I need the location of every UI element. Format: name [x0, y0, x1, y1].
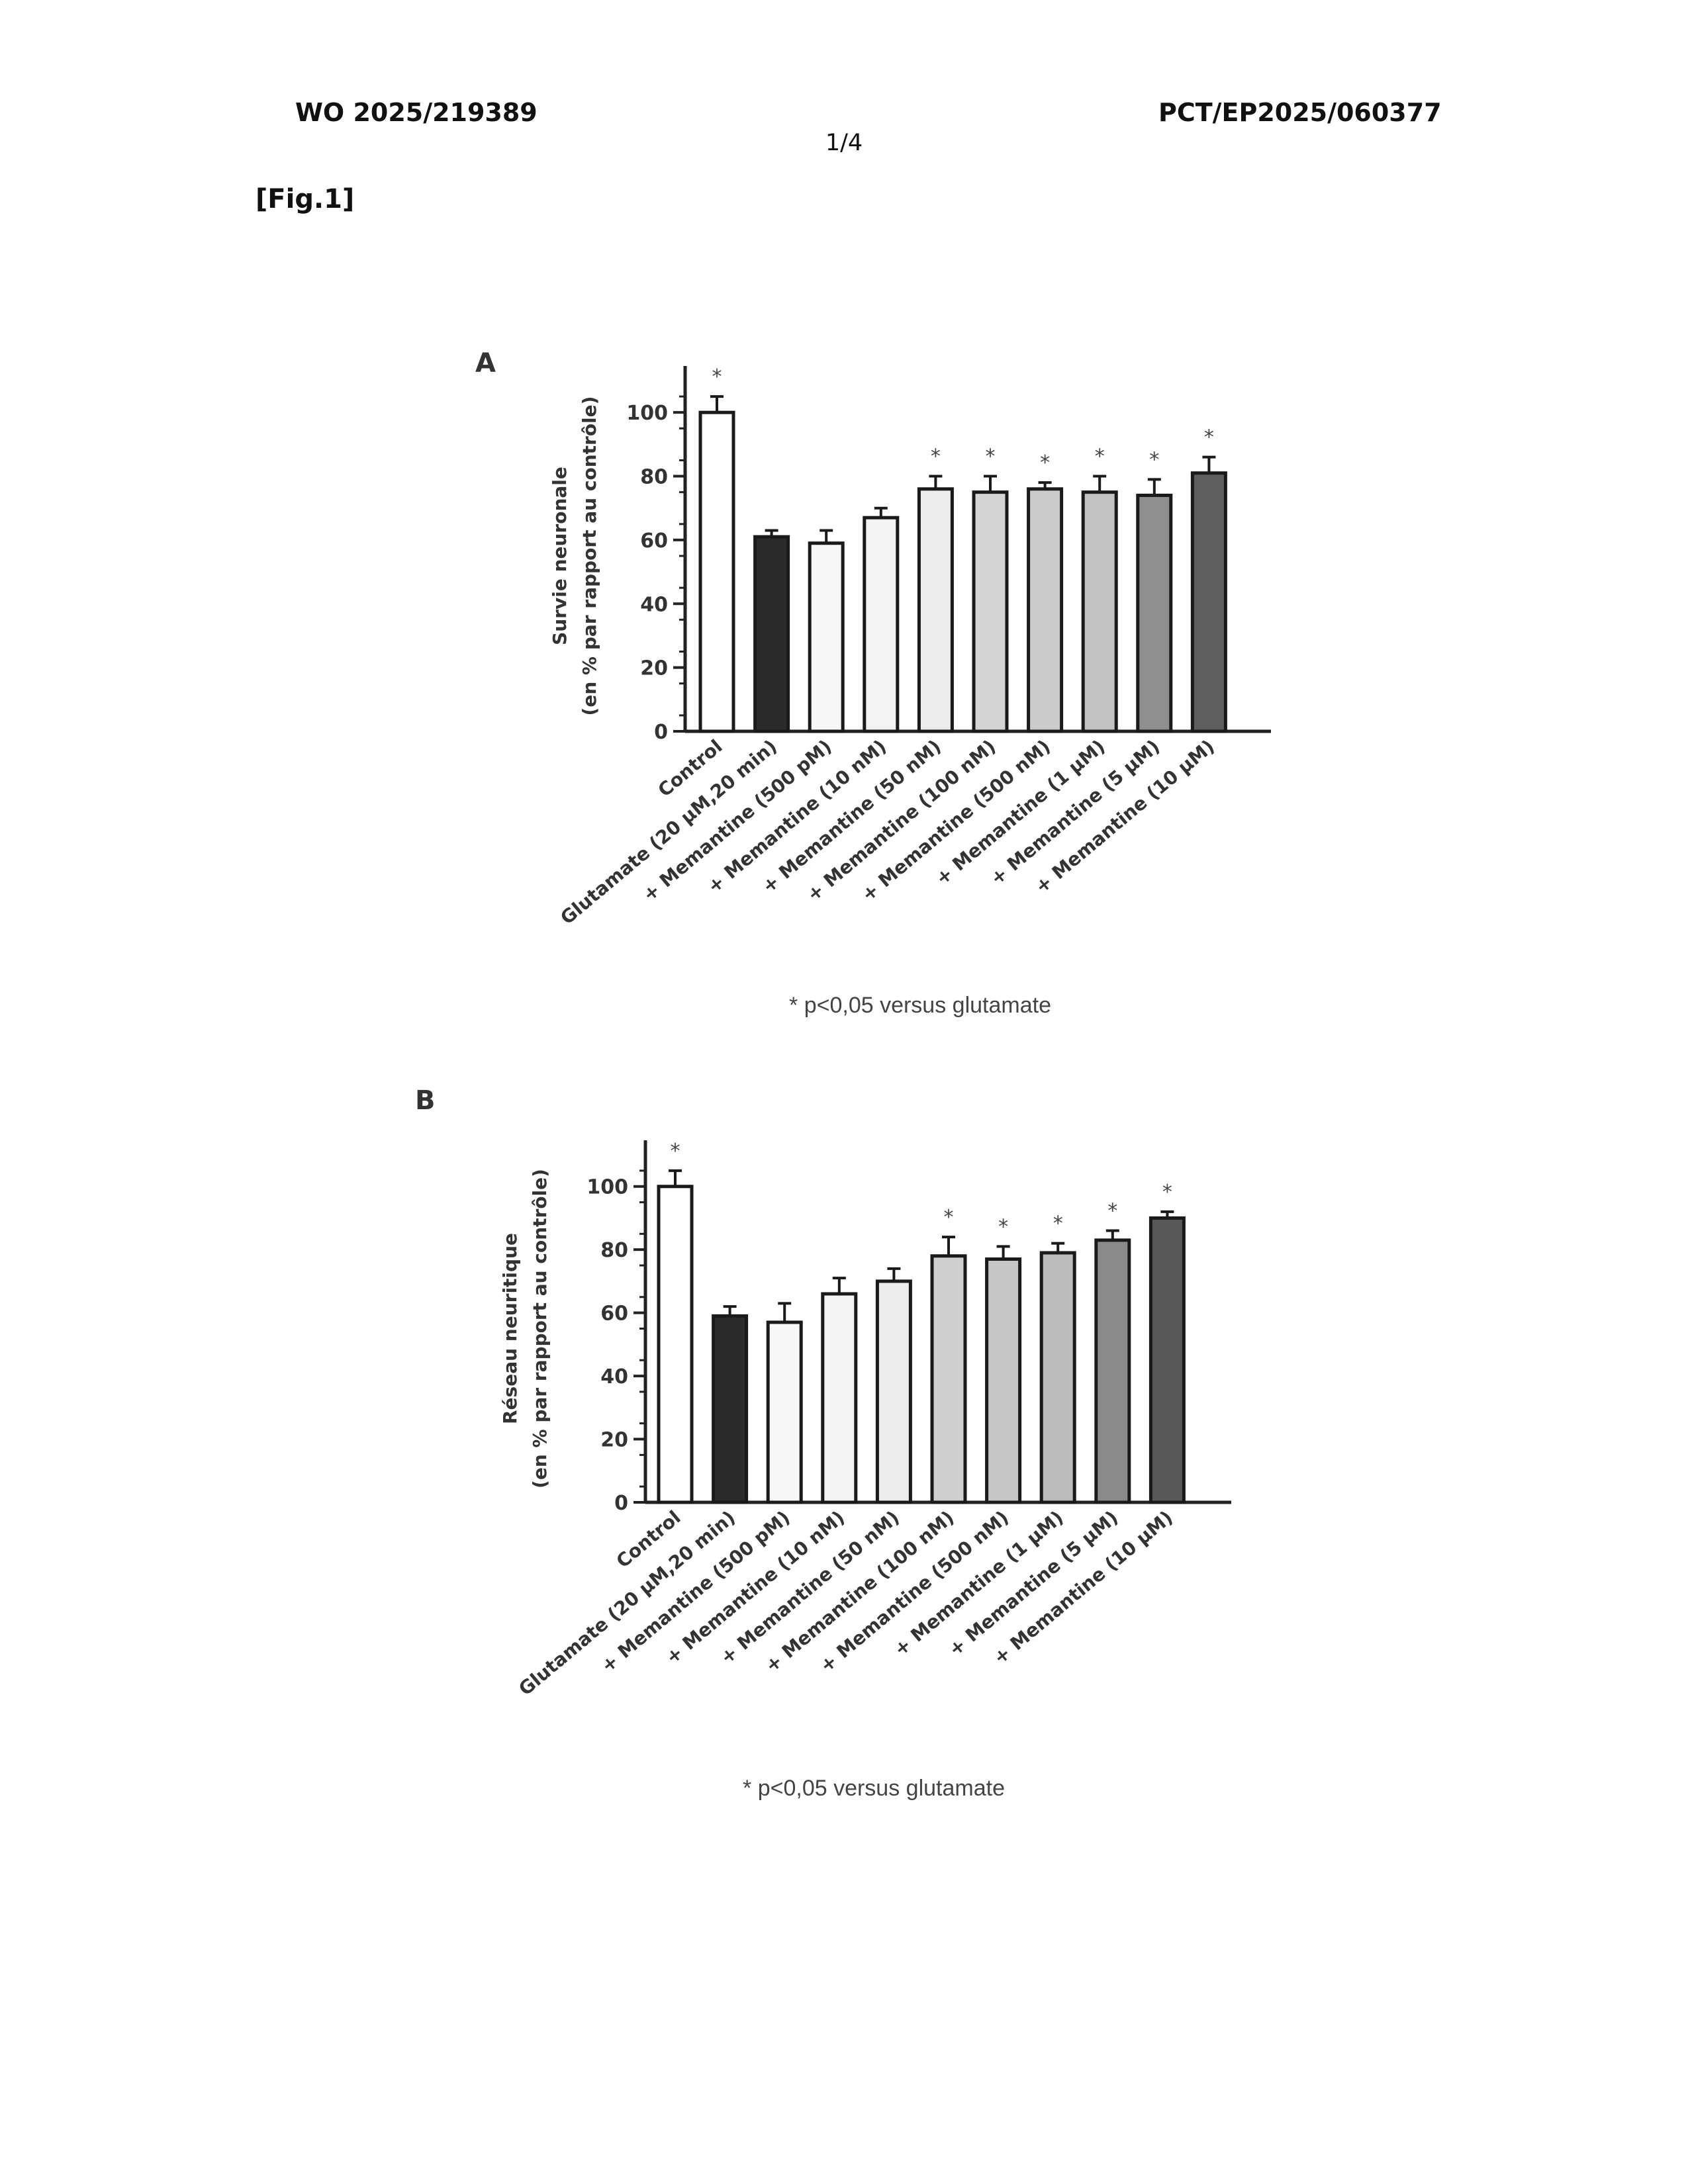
- bar: [985, 1257, 1022, 1504]
- chart-panel-b: B Réseau neuritique (en % par rapport au c…: [415, 1085, 1231, 1801]
- application-number: PCT/EP2025/060377: [1158, 98, 1442, 127]
- y-tick-label: 20: [640, 657, 668, 680]
- significance-star: *: [1040, 451, 1050, 475]
- y-tick-label: 40: [600, 1365, 628, 1388]
- significance-star: *: [1053, 1212, 1063, 1236]
- bar: [698, 410, 735, 733]
- chart-panel-a: A Survie neuronale (en % par rapport au co…: [475, 348, 1271, 1018]
- bar: [1081, 490, 1118, 733]
- panel-letter: B: [415, 1085, 436, 1116]
- significance-star: *: [1107, 1200, 1117, 1223]
- bar: [712, 1314, 749, 1504]
- figure-label: [Fig.1]: [256, 184, 355, 214]
- panel-letter: A: [475, 348, 496, 379]
- y-tick-label: 60: [640, 529, 668, 553]
- bar: [1027, 487, 1064, 733]
- significance-star: *: [1162, 1181, 1172, 1204]
- significance-star: *: [931, 445, 941, 469]
- significance-star: *: [671, 1140, 680, 1163]
- y-tick-label: 60: [600, 1302, 628, 1326]
- bar: [930, 1254, 967, 1504]
- y-tick-label: 80: [640, 466, 668, 489]
- y-tick-label: 0: [654, 721, 668, 744]
- significance-star: *: [944, 1206, 954, 1229]
- y-tick-label: 100: [586, 1176, 628, 1199]
- bar: [1094, 1238, 1131, 1504]
- significance-star: *: [1095, 445, 1105, 469]
- bar: [753, 535, 790, 733]
- patent-number: WO 2025/219389: [295, 98, 538, 127]
- y-tick-label: 100: [626, 402, 668, 425]
- significance-star: *: [1204, 426, 1214, 449]
- significance-star: *: [712, 365, 722, 388]
- bar: [1136, 493, 1173, 733]
- bar: [1149, 1216, 1186, 1504]
- y-tick-label: 80: [600, 1239, 628, 1262]
- bar: [972, 490, 1009, 733]
- significance-note: * p<0,05 versus glutamate: [789, 993, 1051, 1018]
- y-tick-label: 0: [614, 1492, 628, 1515]
- y-tick-label: 20: [600, 1429, 628, 1452]
- y-axis-label: Survie neuronale: [549, 467, 571, 645]
- bar: [766, 1320, 803, 1504]
- significance-star: *: [1149, 448, 1159, 471]
- significance-star: *: [986, 445, 996, 469]
- y-axis-label-units: (en % par rapport au contrôle): [579, 396, 600, 716]
- y-axis-label: Réseau neuritique: [499, 1233, 521, 1424]
- bar: [1039, 1251, 1076, 1504]
- x-category-label: Glutamate (20 µM,20 min): [556, 735, 781, 929]
- page-number: 1/4: [825, 130, 863, 156]
- significance-star: *: [998, 1215, 1008, 1238]
- bar: [808, 541, 845, 733]
- x-category-label: Glutamate (20 µM,20 min): [514, 1506, 739, 1700]
- bar: [917, 487, 954, 733]
- y-axis-label-units: (en % par rapport au contrôle): [529, 1169, 551, 1488]
- bar: [875, 1279, 912, 1504]
- bar: [863, 516, 900, 733]
- bar: [657, 1185, 694, 1504]
- significance-note: * p<0,05 versus glutamate: [743, 1776, 1005, 1801]
- bar: [1190, 471, 1227, 733]
- y-tick-label: 40: [640, 593, 668, 616]
- bar: [821, 1292, 858, 1504]
